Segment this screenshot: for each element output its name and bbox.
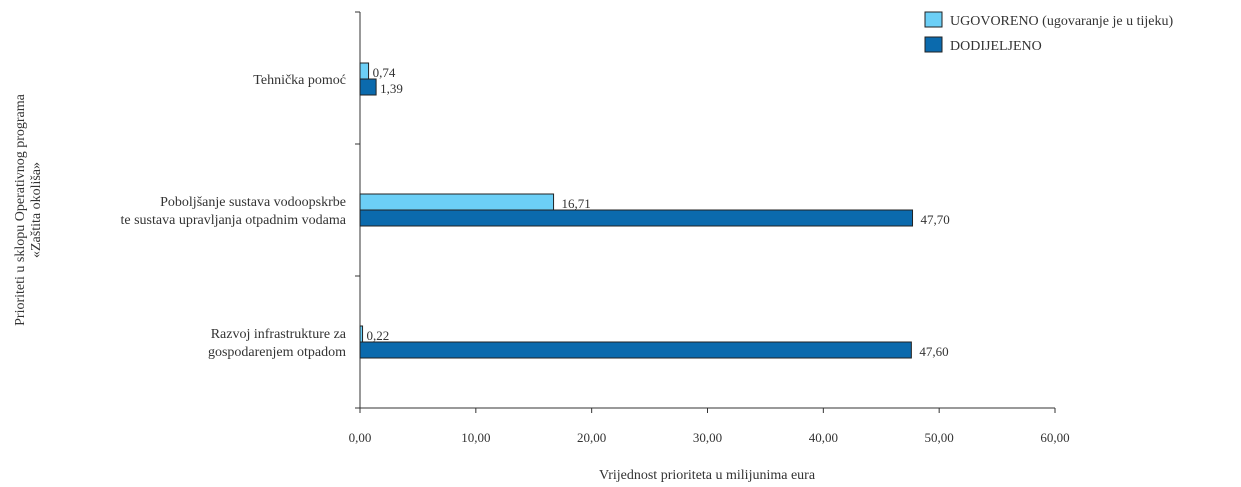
category-label-0: Tehnička pomoć xyxy=(253,73,346,88)
legend-swatch-1 xyxy=(924,36,943,53)
bar-s1-c1 xyxy=(359,209,914,227)
legend-label-0: UGOVORENO (ugovaranje je u tijeku) xyxy=(950,14,1174,29)
legend-label-1: DODIJELJENO xyxy=(950,39,1042,54)
bar-s1-c2 xyxy=(359,341,912,359)
y-axis-title: Prioriteti u sklopu Operativnog programa… xyxy=(13,93,44,326)
value-label-s1-c0: 1,39 xyxy=(380,81,403,96)
x-tick-label-5: 50,00 xyxy=(925,430,954,445)
value-label-s0-c1: 16,71 xyxy=(562,196,591,211)
x-tick-label-1: 10,00 xyxy=(461,430,490,445)
legend-swatch-0 xyxy=(924,11,943,28)
x-tick-label-2: 20,00 xyxy=(577,430,606,445)
bars xyxy=(359,62,914,359)
bar-s1-c0 xyxy=(359,78,377,96)
bar-s0-c2 xyxy=(359,325,364,343)
x-tick-label-3: 30,00 xyxy=(693,430,722,445)
category-label-line: Tehnička pomoć xyxy=(253,73,346,88)
value-label-s0-c2: 0,22 xyxy=(367,328,390,343)
labels: Tehnička pomoć Poboljšanje sustava vodoop… xyxy=(121,65,950,360)
value-label-s1-c2: 47,60 xyxy=(919,344,948,359)
value-label-s1-c1: 47,70 xyxy=(921,212,950,227)
legend: UGOVORENO (ugovaranje je u tijeku) DODIJE… xyxy=(924,11,1174,54)
bar-s0-c1 xyxy=(359,193,555,211)
category-label-line: gospodarenjem otpadom xyxy=(208,345,346,360)
bar-s0-c0 xyxy=(359,62,370,80)
category-label-2: Razvoj infrastrukture za gospodarenjem ot… xyxy=(208,327,347,360)
x-tick-label-0: 0,00 xyxy=(349,430,372,445)
x-tick-label-6: 60,00 xyxy=(1040,430,1069,445)
category-label-line: Poboljšanje sustava vodoopskrbe xyxy=(160,195,346,210)
category-label-line: te sustava upravljanja otpadnim vodama xyxy=(121,213,347,228)
category-label-1: Poboljšanje sustava vodoopskrbe te sustav… xyxy=(121,195,347,228)
value-label-s0-c0: 0,74 xyxy=(373,65,396,80)
category-label-line: Razvoj infrastrukture za xyxy=(211,327,347,342)
y-axis-title-line-1: «Zaštita okoliša» xyxy=(29,162,44,258)
x-axis-title: Vrijednost prioriteta u milijunima eura xyxy=(599,468,816,483)
y-axis-title-line-0: Prioriteti u sklopu Operativnog programa xyxy=(13,93,28,326)
x-tick-label-4: 40,00 xyxy=(809,430,838,445)
axes: 0,00 10,00 20,00 30,00 40,00 50,00 60,00 Vrijed… xyxy=(13,11,1070,483)
